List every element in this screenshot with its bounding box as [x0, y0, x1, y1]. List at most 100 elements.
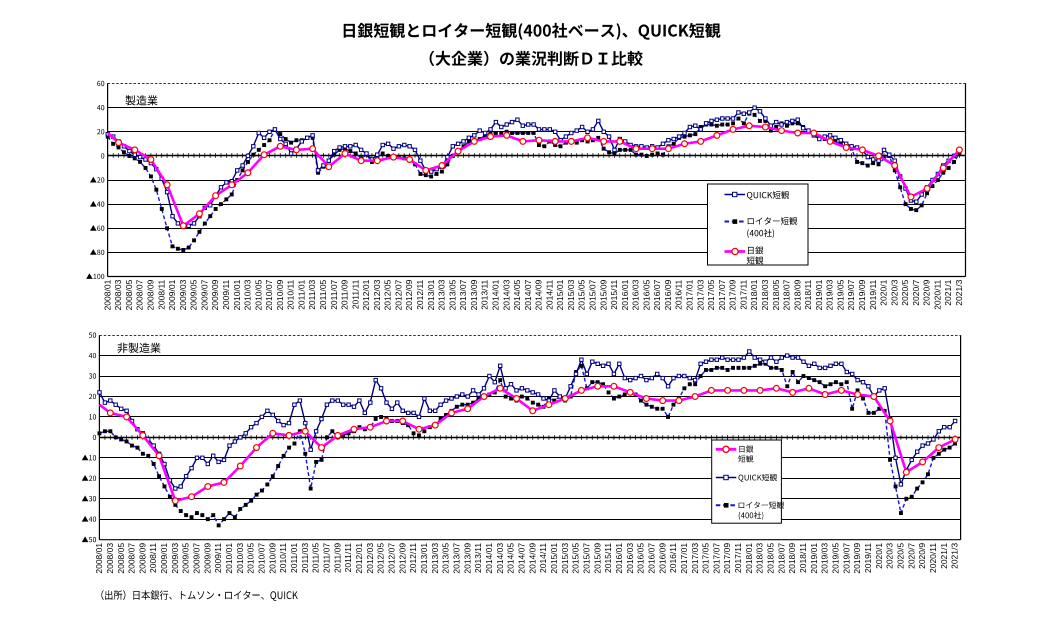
svg-text:2018/07: 2018/07: [782, 279, 792, 310]
svg-text:2016/03: 2016/03: [631, 279, 641, 310]
svg-text:2014/03: 2014/03: [495, 543, 505, 574]
svg-text:2013/07: 2013/07: [452, 543, 462, 574]
svg-text:2012/11: 2012/11: [408, 543, 418, 573]
svg-text:2011/07: 2011/07: [329, 279, 339, 309]
svg-text:2014/11: 2014/11: [538, 543, 548, 573]
svg-text:2010/07: 2010/07: [264, 279, 274, 310]
svg-text:2012/05: 2012/05: [376, 543, 386, 574]
svg-text:2011/05: 2011/05: [311, 543, 321, 573]
svg-text:2015/11: 2015/11: [609, 279, 619, 309]
svg-text:2017/05: 2017/05: [706, 279, 716, 310]
svg-text:2016/11: 2016/11: [668, 543, 678, 573]
svg-text:2011/07: 2011/07: [322, 543, 332, 573]
svg-text:2009/01: 2009/01: [167, 279, 177, 310]
svg-text:2020/3: 2020/3: [889, 279, 899, 305]
svg-text:2016/05: 2016/05: [636, 543, 646, 574]
svg-text:2011/09: 2011/09: [340, 279, 350, 309]
svg-text:2011/05: 2011/05: [318, 279, 328, 309]
svg-text:2019/01: 2019/01: [809, 543, 819, 574]
svg-text:2013/11: 2013/11: [473, 543, 483, 573]
svg-text:2018/05: 2018/05: [771, 279, 781, 310]
svg-text:2008/03: 2008/03: [105, 543, 115, 574]
svg-text:2017/05: 2017/05: [701, 543, 711, 574]
svg-text:2010/03: 2010/03: [243, 279, 253, 310]
svg-text:2012/07: 2012/07: [394, 279, 404, 310]
svg-text:2012/07: 2012/07: [387, 543, 397, 574]
svg-text:2019/09: 2019/09: [857, 279, 867, 310]
svg-text:2015/07: 2015/07: [582, 543, 592, 574]
svg-text:2019/11: 2019/11: [863, 543, 873, 573]
svg-text:2010/01: 2010/01: [224, 543, 234, 574]
svg-text:2019/05: 2019/05: [835, 279, 845, 310]
svg-text:2010/07: 2010/07: [257, 543, 267, 574]
svg-text:2015/03: 2015/03: [566, 279, 576, 310]
svg-text:2008/01: 2008/01: [102, 279, 112, 310]
svg-text:2009/05: 2009/05: [189, 279, 199, 310]
svg-text:2008/03: 2008/03: [113, 279, 123, 310]
svg-text:2008/11: 2008/11: [156, 279, 166, 309]
svg-text:2008/05: 2008/05: [124, 279, 134, 310]
svg-text:2015/05: 2015/05: [571, 543, 581, 574]
svg-text:2016/09: 2016/09: [663, 279, 673, 310]
svg-text:2009/01: 2009/01: [159, 543, 169, 574]
svg-text:2011/01: 2011/01: [289, 543, 299, 573]
svg-text:2014/01: 2014/01: [484, 543, 494, 574]
svg-text:2011/11: 2011/11: [350, 279, 360, 309]
svg-text:2010/05: 2010/05: [253, 279, 263, 310]
svg-text:2009/09: 2009/09: [210, 279, 220, 310]
svg-text:2012/05: 2012/05: [383, 279, 393, 310]
svg-text:2010/09: 2010/09: [267, 543, 277, 574]
svg-text:2010/03: 2010/03: [235, 543, 245, 574]
svg-text:2018/09: 2018/09: [787, 543, 797, 574]
svg-text:2013/07: 2013/07: [458, 279, 468, 310]
svg-text:2018/05: 2018/05: [766, 543, 776, 574]
svg-text:2008/07: 2008/07: [127, 543, 137, 574]
svg-text:2015/09: 2015/09: [598, 279, 608, 310]
svg-text:2014/05: 2014/05: [506, 543, 516, 574]
svg-text:2017/11: 2017/11: [733, 543, 743, 573]
svg-text:2009/09: 2009/09: [202, 543, 212, 574]
svg-text:2020/3: 2020/3: [885, 543, 895, 569]
svg-text:2008/01: 2008/01: [94, 543, 104, 574]
svg-text:2016/09: 2016/09: [657, 543, 667, 574]
svg-text:2017/11: 2017/11: [738, 279, 748, 309]
svg-text:2012/09: 2012/09: [397, 543, 407, 574]
svg-text:2014/03: 2014/03: [501, 279, 511, 310]
svg-text:2015/05: 2015/05: [577, 279, 587, 310]
svg-text:2010/11: 2010/11: [278, 543, 288, 573]
svg-text:2014/07: 2014/07: [517, 543, 527, 574]
svg-text:2021/3: 2021/3: [954, 279, 964, 305]
svg-text:2018/07: 2018/07: [776, 543, 786, 574]
svg-text:2009/07: 2009/07: [199, 279, 209, 310]
svg-text:2016/05: 2016/05: [641, 279, 651, 310]
svg-text:2021/3: 2021/3: [950, 543, 960, 569]
svg-text:2017/01: 2017/01: [679, 543, 689, 574]
svg-text:2019/03: 2019/03: [820, 543, 830, 574]
svg-text:2020/9: 2020/9: [922, 279, 932, 305]
svg-text:2020/1: 2020/1: [879, 279, 889, 305]
svg-text:2008/05: 2008/05: [116, 543, 126, 574]
svg-text:2021/1: 2021/1: [943, 279, 953, 305]
svg-text:2016/07: 2016/07: [646, 543, 656, 574]
svg-text:2020/7: 2020/7: [906, 543, 916, 569]
svg-text:2012/03: 2012/03: [372, 279, 382, 310]
svg-text:2017/09: 2017/09: [728, 279, 738, 310]
svg-text:2015/01: 2015/01: [549, 543, 559, 574]
svg-text:2015/01: 2015/01: [555, 279, 565, 310]
svg-text:2016/03: 2016/03: [625, 543, 635, 574]
svg-text:2013/03: 2013/03: [437, 279, 447, 310]
svg-text:2009/05: 2009/05: [181, 543, 191, 574]
svg-text:2010/05: 2010/05: [246, 543, 256, 574]
svg-text:2020/5: 2020/5: [896, 543, 906, 569]
svg-text:2018/09: 2018/09: [792, 279, 802, 310]
svg-text:2016/01: 2016/01: [620, 279, 630, 310]
svg-text:2012/11: 2012/11: [415, 279, 425, 309]
svg-text:2018/11: 2018/11: [798, 543, 808, 573]
svg-text:2016/01: 2016/01: [614, 543, 624, 574]
svg-text:2008/09: 2008/09: [146, 279, 156, 310]
svg-text:2009/11: 2009/11: [213, 543, 223, 573]
svg-text:2017/03: 2017/03: [695, 279, 705, 310]
svg-text:2019/09: 2019/09: [852, 543, 862, 574]
svg-text:2011/09: 2011/09: [332, 543, 342, 573]
svg-text:2017/03: 2017/03: [690, 543, 700, 574]
